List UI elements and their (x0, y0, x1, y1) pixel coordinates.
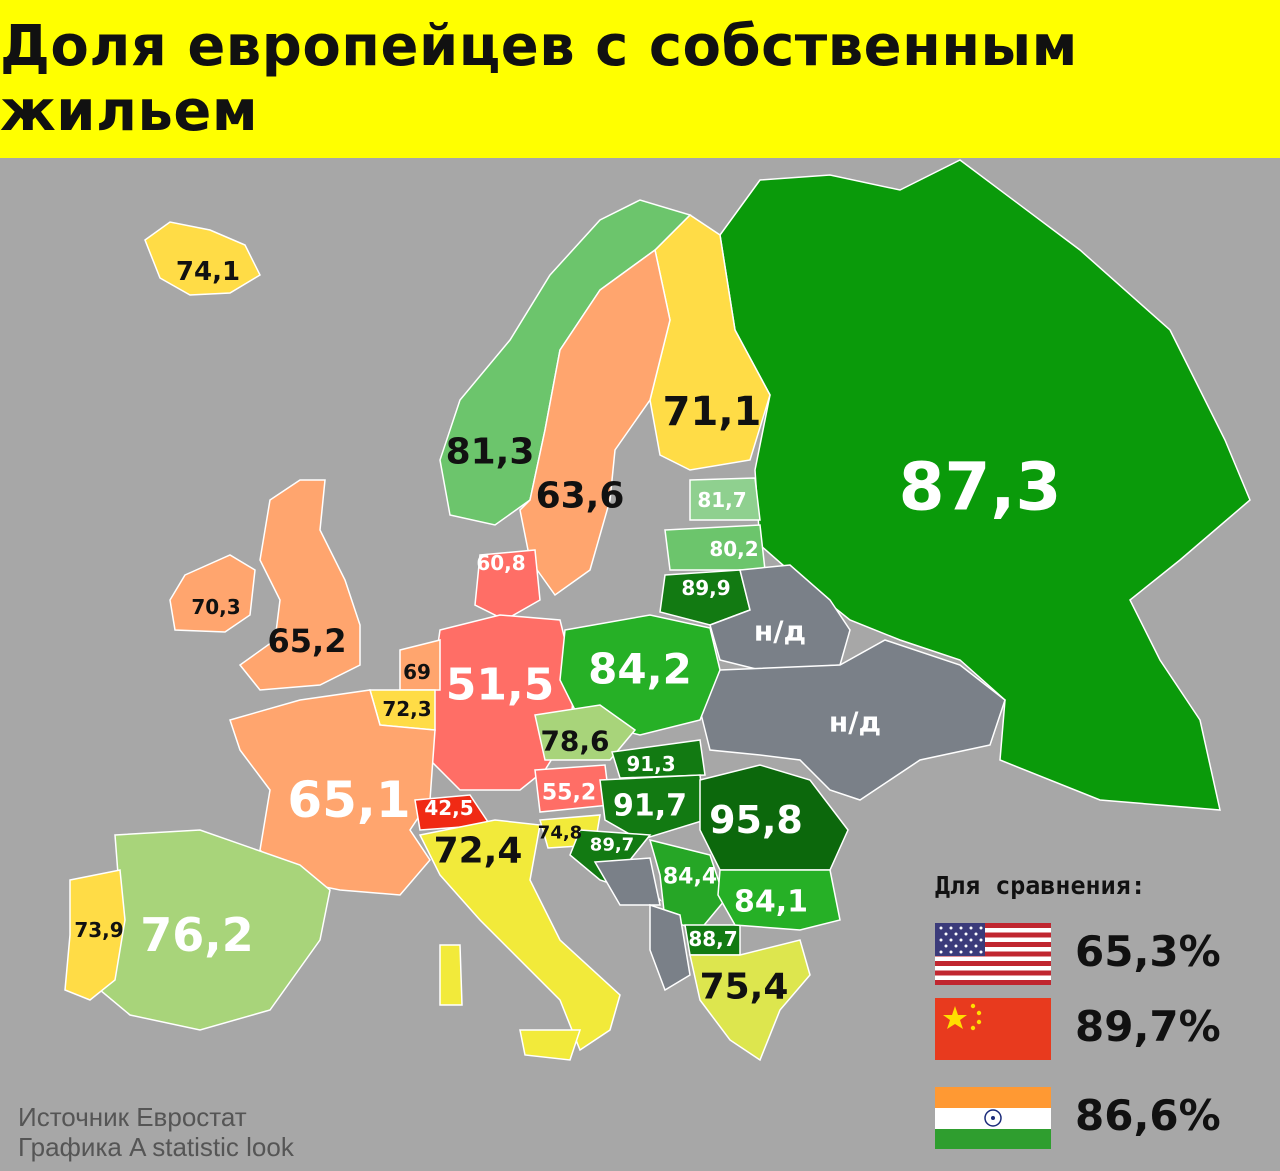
comparison-row-usa: 65,3% (935, 923, 1235, 985)
region-estonia (689, 477, 761, 521)
page-title: Доля европейцев с собственным жильем (0, 14, 1078, 144)
region-bosnia (593, 857, 661, 906)
region-uk (238, 479, 361, 691)
region-iceland (144, 221, 261, 296)
region-hungary (599, 774, 706, 841)
region-italy (418, 819, 621, 1052)
credit-line: Графика A statistic look (18, 1132, 294, 1162)
value-label-ukraine: н/д (828, 705, 882, 739)
value-label-portugal: 73,9 (74, 918, 124, 942)
value-label-sweden: 63,6 (535, 475, 625, 517)
region-romania (699, 764, 849, 871)
value-label-russia: 87,3 (898, 448, 1062, 526)
value-label-serbia: 84,4 (662, 864, 718, 890)
region-greece (689, 939, 811, 1062)
source-credit: Источник Евростат Графика A statistic lo… (18, 1102, 294, 1162)
europe-map (64, 159, 1251, 1062)
region-bulgaria (717, 869, 841, 931)
value-label-hungary: 91,7 (612, 788, 688, 824)
region-ireland (169, 554, 256, 633)
value-label-iceland: 74,1 (175, 257, 241, 287)
comparison-row-china: 89,7% (935, 998, 1235, 1060)
region-portugal (64, 869, 126, 1001)
value-label-romania: 95,8 (709, 798, 803, 842)
value-label-united-kingdom: 65,2 (267, 622, 347, 660)
comparison-value-usa: 65,3% (1075, 927, 1221, 976)
india-flag-icon (935, 1087, 1051, 1149)
region-sardinia (439, 944, 463, 1006)
value-label-austria: 55,2 (541, 780, 597, 806)
china-flag-icon (935, 998, 1051, 1060)
region-france (229, 689, 436, 896)
value-label-norway: 81,3 (445, 431, 535, 473)
value-label-bulgaria: 84,1 (733, 884, 809, 920)
comparison-value-china: 89,7% (1075, 1002, 1221, 1051)
value-label-switzerland: 42,5 (424, 796, 474, 820)
value-label-lithuania: 89,9 (681, 576, 731, 600)
value-label-greece: 75,4 (699, 966, 789, 1008)
value-label-denmark: 60,8 (476, 551, 526, 575)
value-label-belarus: н/д (753, 614, 807, 648)
value-label-france: 65,1 (287, 771, 411, 829)
region-ukraine (699, 639, 1006, 801)
value-label-netherlands: 69 (403, 660, 431, 684)
header-banner: Доля европейцев с собственным жильем (0, 0, 1280, 158)
value-label-germany: 51,5 (445, 659, 555, 711)
comparison-value-india: 86,6% (1075, 1091, 1221, 1140)
region-czech (534, 704, 637, 761)
usa-flag-icon (935, 923, 1051, 985)
region-denmark (474, 549, 541, 621)
value-label-italy: 72,4 (433, 830, 523, 872)
region-sweden (519, 248, 671, 597)
value-label-belgium: 72,3 (382, 697, 432, 721)
value-label-estonia: 81,7 (697, 488, 747, 512)
source-line: Источник Евростат (18, 1102, 247, 1132)
value-label-croatia: 89,7 (589, 834, 635, 856)
region-russia (719, 159, 1251, 811)
value-label-finland: 71,1 (662, 389, 762, 435)
value-label-poland: 84,2 (588, 644, 692, 694)
region-sicily (519, 1029, 582, 1061)
comparison-title: Для сравнения: (935, 871, 1146, 900)
region-slovakia (611, 739, 706, 779)
value-label-czech-republic: 78,6 (540, 724, 610, 758)
value-label-ireland: 70,3 (191, 595, 241, 619)
comparison-row-india: 86,6% (935, 1087, 1235, 1149)
value-label-latvia: 80,2 (709, 537, 759, 561)
value-label-spain: 76,2 (140, 908, 254, 962)
region-netherlands (399, 639, 441, 691)
value-label-north-macedonia: 88,7 (688, 927, 738, 951)
region-albania (649, 903, 691, 992)
value-label-slovakia: 91,3 (626, 752, 676, 776)
value-label-slovenia: 74,8 (537, 822, 583, 844)
